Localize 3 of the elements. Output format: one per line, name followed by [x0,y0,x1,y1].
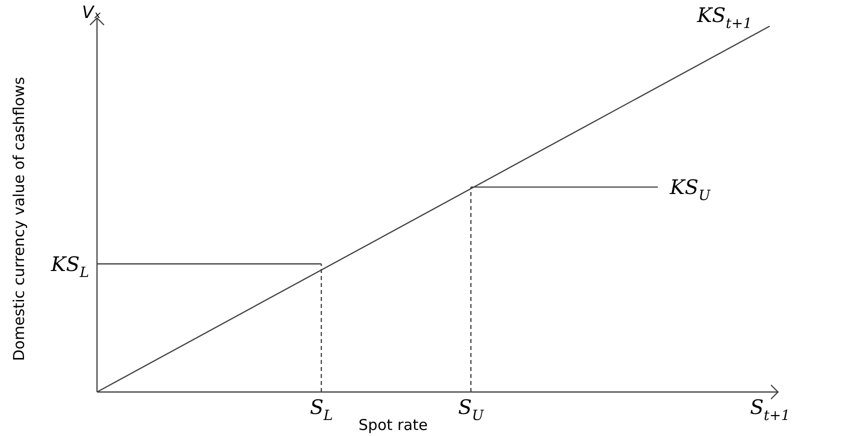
text: Vₓ [82,3,102,23]
y-axis-title: Domestic currency value of cashflows [10,76,28,362]
x-axis-title: Spot rate [358,416,428,434]
